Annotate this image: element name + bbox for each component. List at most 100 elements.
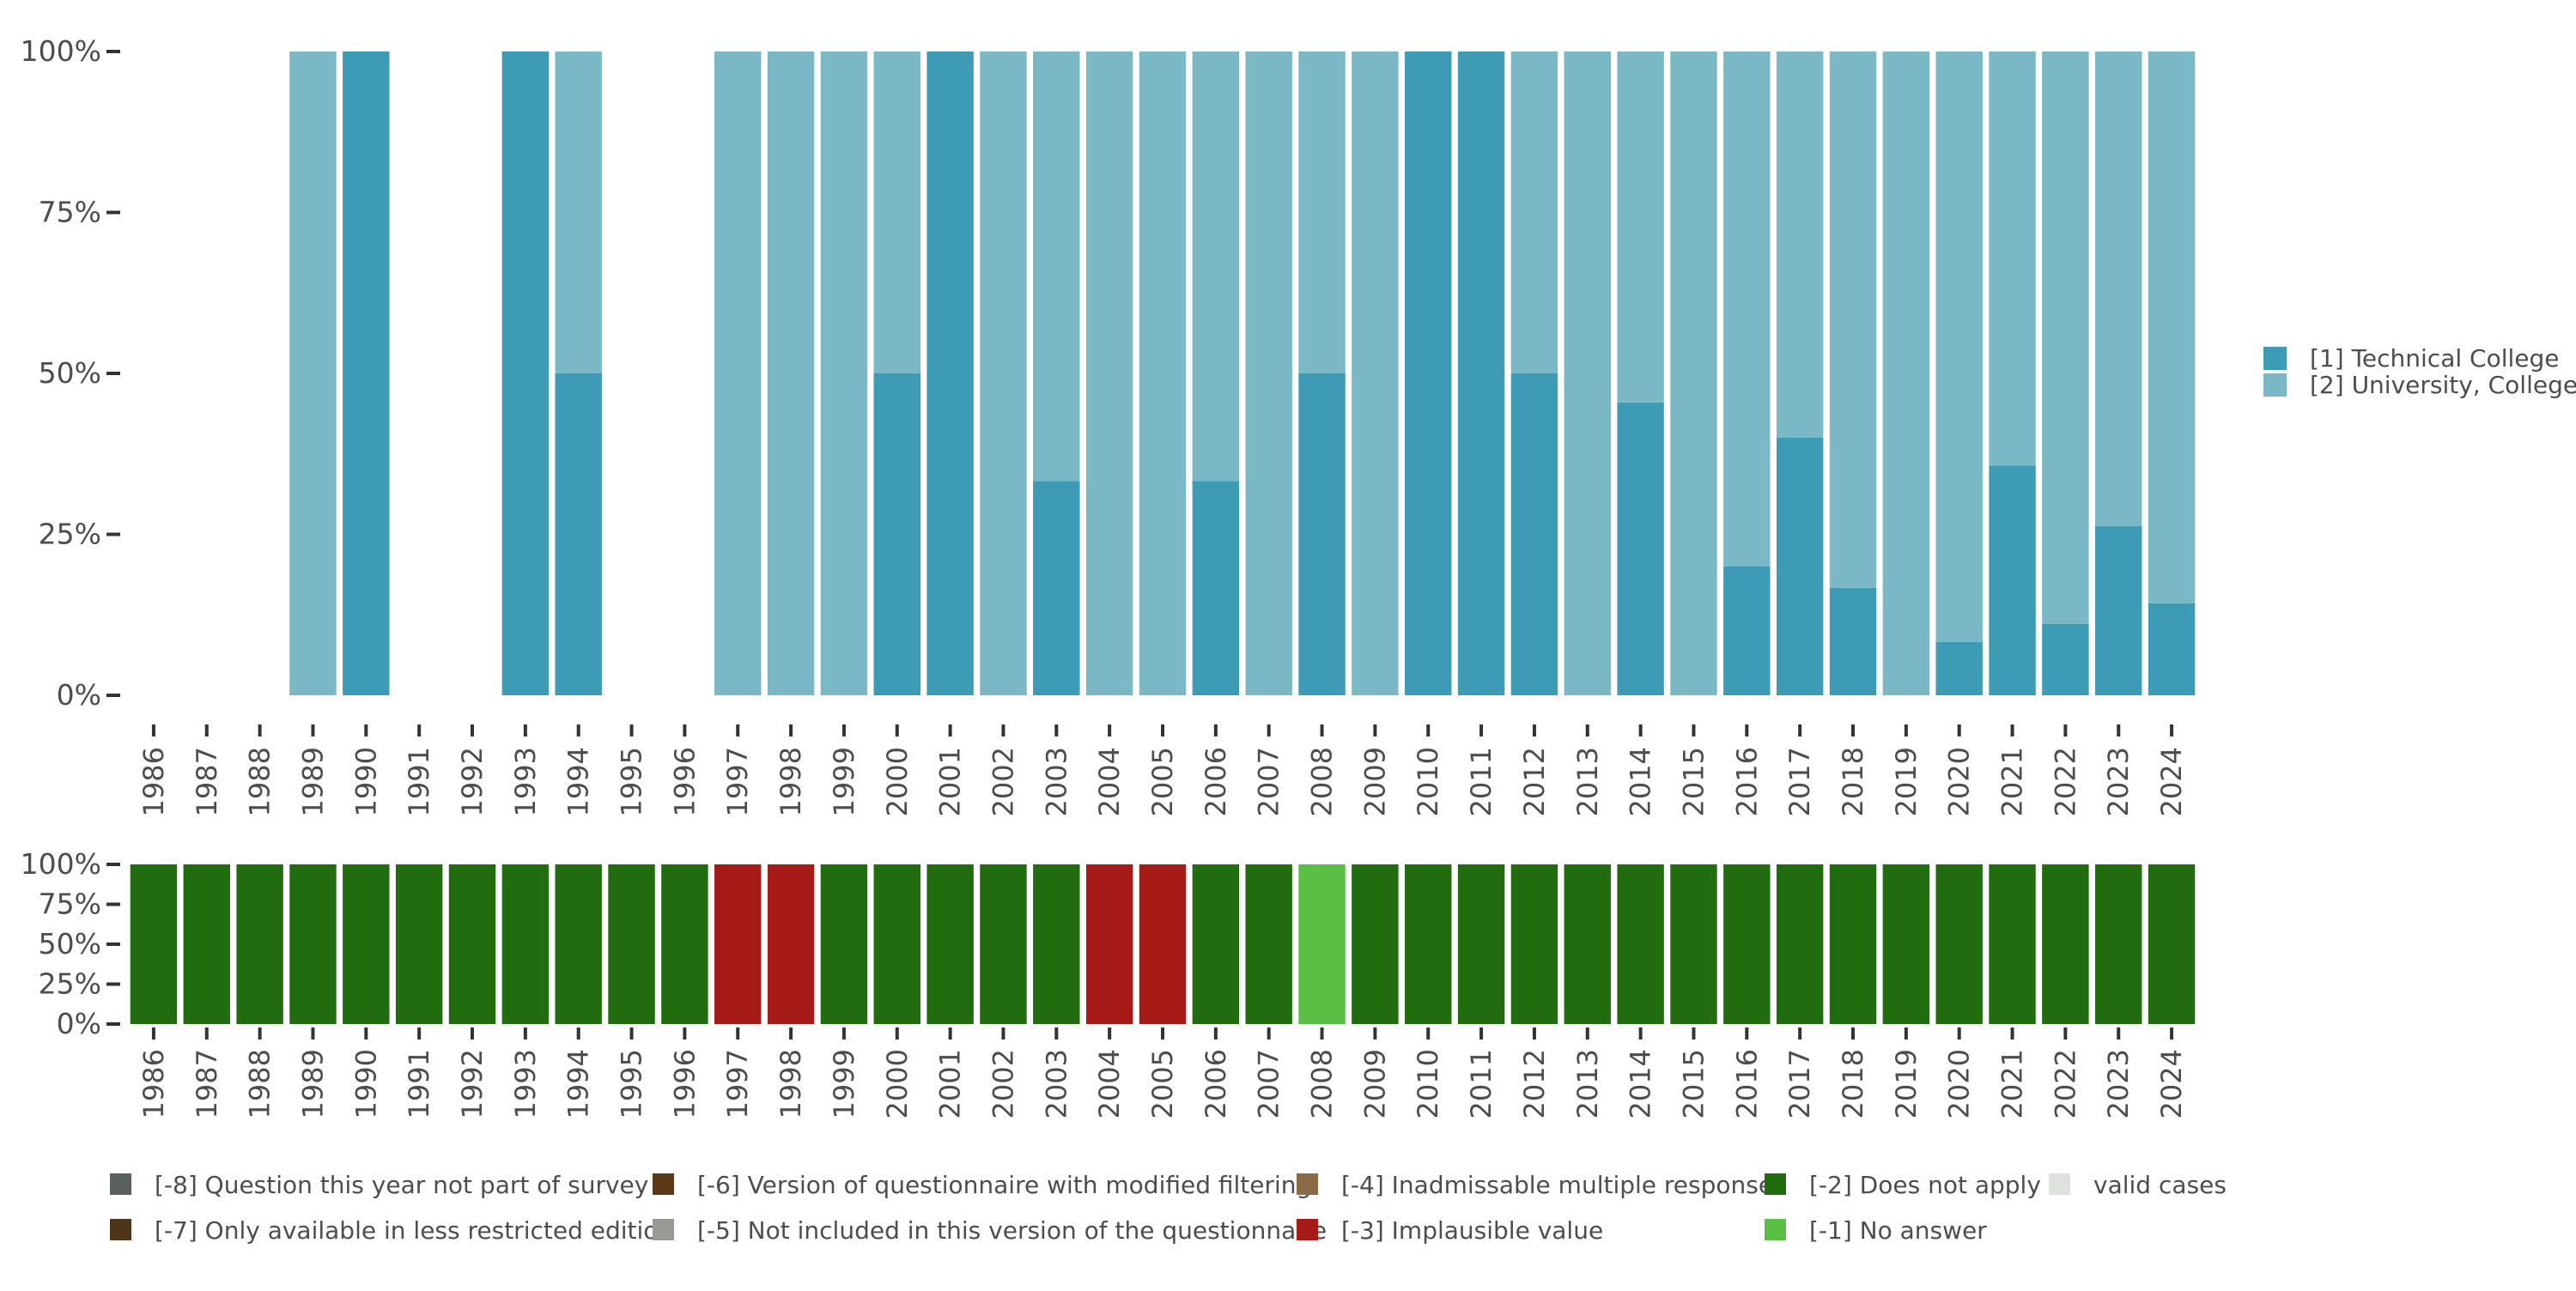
legend-label--7: [-7] Only available in less restricted e… [155, 1216, 673, 1245]
bottom-x-tick-label: 2017 [1783, 1049, 1816, 1118]
bar-2018-series-2 [1829, 52, 1877, 588]
missing-bar-1988 [236, 864, 283, 1024]
bar-2020-series-1 [1935, 641, 1983, 695]
legend-label-series-1: [1] Technical College [2310, 344, 2560, 373]
top-y-tick-label: 0% [57, 678, 101, 712]
top-x-tick-label: 1991 [403, 747, 435, 816]
bar-1990-series-1 [343, 52, 390, 695]
bar-2012-series-2 [1510, 52, 1558, 373]
missing-bar-1995 [608, 864, 655, 1024]
top-x-tick-label: 1995 [616, 747, 648, 816]
bar-2018-series-1 [1829, 587, 1877, 695]
missing-bar-2019 [1882, 864, 1930, 1024]
missing-bar-2004 [1085, 864, 1133, 1024]
missing-bar-2005 [1139, 864, 1187, 1024]
top-x-tick-label: 2021 [1996, 747, 2029, 816]
bar-2011-series-1 [1457, 52, 1505, 695]
bottom-x-tick-label: 2012 [1518, 1049, 1551, 1118]
legend-swatch--3 [1297, 1219, 1318, 1240]
bar-2024-series-1 [2148, 603, 2196, 695]
top-x-tick-label: 2006 [1200, 747, 1232, 816]
top-y-tick-label: 25% [39, 518, 101, 551]
top-x-tick-label: 2022 [2049, 747, 2081, 816]
bottom-x-tick-label: 1997 [721, 1049, 754, 1118]
bar-2002-series-2 [980, 52, 1027, 695]
missing-bar-2009 [1352, 864, 1399, 1024]
legend-swatch--5 [653, 1219, 674, 1240]
bar-2004-series-2 [1085, 52, 1133, 695]
bottom-x-tick-label: 2004 [1093, 1049, 1126, 1118]
legend-label-series-2: [2] University, College [2310, 371, 2576, 399]
missing-bar-1989 [289, 864, 337, 1024]
bottom-x-tick-label: 2023 [2102, 1049, 2135, 1118]
top-x-tick-label: 2015 [1677, 747, 1710, 816]
bar-1998-series-2 [767, 52, 815, 695]
legend-label--6: [-6] Version of questionnaire with modif… [697, 1171, 1311, 1199]
bar-2022-series-1 [2042, 623, 2089, 695]
bar-2023-series-1 [2095, 525, 2142, 695]
bar-2008-series-2 [1298, 52, 1346, 373]
top-x-tick-label: 2011 [1465, 747, 1498, 816]
top-x-tick-label: 2010 [1412, 747, 1444, 816]
bar-2000-series-1 [873, 373, 920, 695]
top-x-tick-label: 1994 [562, 747, 595, 816]
legend-swatch--2 [1765, 1173, 1786, 1195]
missing-bar-2015 [1670, 864, 1717, 1024]
legend-swatch-series-2 [2263, 373, 2287, 397]
top-x-tick-label: 2023 [2102, 747, 2135, 816]
bar-2023-series-2 [2095, 52, 2142, 526]
bottom-x-tick-label: 2014 [1625, 1049, 1657, 1118]
missing-bar-1987 [183, 864, 230, 1024]
top-x-tick-label: 2024 [2155, 747, 2188, 816]
bar-2021-series-2 [1989, 52, 2036, 466]
bottom-y-tick-label: 75% [39, 888, 101, 921]
bottom-x-tick-label: 2010 [1412, 1049, 1444, 1118]
bottom-x-tick-label: 2020 [1943, 1049, 1976, 1118]
bar-2015-series-2 [1670, 52, 1717, 695]
legend-label--5: [-5] Not included in this version of the… [697, 1216, 1327, 1245]
top-x-tick-label: 1990 [349, 747, 382, 816]
missing-bar-2011 [1457, 864, 1505, 1024]
bar-1993-series-1 [501, 52, 550, 695]
missing-bar-1986 [130, 864, 178, 1024]
bottom-x-tick-label: 2006 [1200, 1049, 1232, 1118]
top-x-tick-label: 2013 [1571, 747, 1604, 816]
top-x-tick-label: 2000 [881, 747, 914, 816]
bottom-y-tick-label: 100% [21, 847, 101, 881]
missing-bar-1994 [555, 864, 602, 1024]
missing-bar-1997 [714, 864, 762, 1024]
missing-bar-1990 [343, 864, 390, 1024]
bottom-x-tick-label: 2005 [1146, 1049, 1179, 1118]
bottom-x-tick-label: 1995 [616, 1049, 648, 1118]
bar-1994-series-2 [555, 52, 602, 373]
bottom-x-tick-label: 1986 [137, 1049, 170, 1118]
missing-bar-2012 [1510, 864, 1558, 1024]
top-x-tick-label: 2008 [1306, 747, 1339, 816]
bottom-x-tick-label: 2007 [1253, 1049, 1285, 1118]
top-x-tick-label: 2007 [1253, 747, 1285, 816]
bar-2006-series-2 [1192, 52, 1240, 482]
bottom-x-tick-label: 2021 [1996, 1049, 2029, 1118]
legend-swatch-valid [2049, 1173, 2070, 1195]
bar-2021-series-1 [1989, 465, 2036, 695]
missing-bar-2000 [873, 864, 920, 1024]
top-x-tick-label: 1997 [721, 747, 754, 816]
top-y-tick-label: 50% [39, 356, 101, 390]
top-x-tick-label: 1987 [191, 747, 223, 816]
top-y-tick-label: 100% [21, 34, 101, 68]
missing-bar-2003 [1033, 864, 1080, 1024]
missing-bar-2007 [1245, 864, 1292, 1024]
missing-bar-1993 [501, 864, 550, 1024]
missing-bar-2022 [2042, 864, 2089, 1024]
missing-bar-2020 [1935, 864, 1983, 1024]
bar-2003-series-2 [1033, 52, 1080, 482]
top-y-tick-label: 75% [39, 196, 101, 229]
bar-2007-series-2 [1245, 52, 1292, 695]
legend-swatch-series-1 [2263, 347, 2287, 370]
legend-swatch--4 [1297, 1173, 1318, 1195]
top-x-tick-label: 2020 [1943, 747, 1976, 816]
top-x-tick-label: 2018 [1837, 747, 1869, 816]
bar-2024-series-2 [2148, 52, 2196, 603]
bottom-x-tick-label: 2019 [1890, 1049, 1923, 1118]
